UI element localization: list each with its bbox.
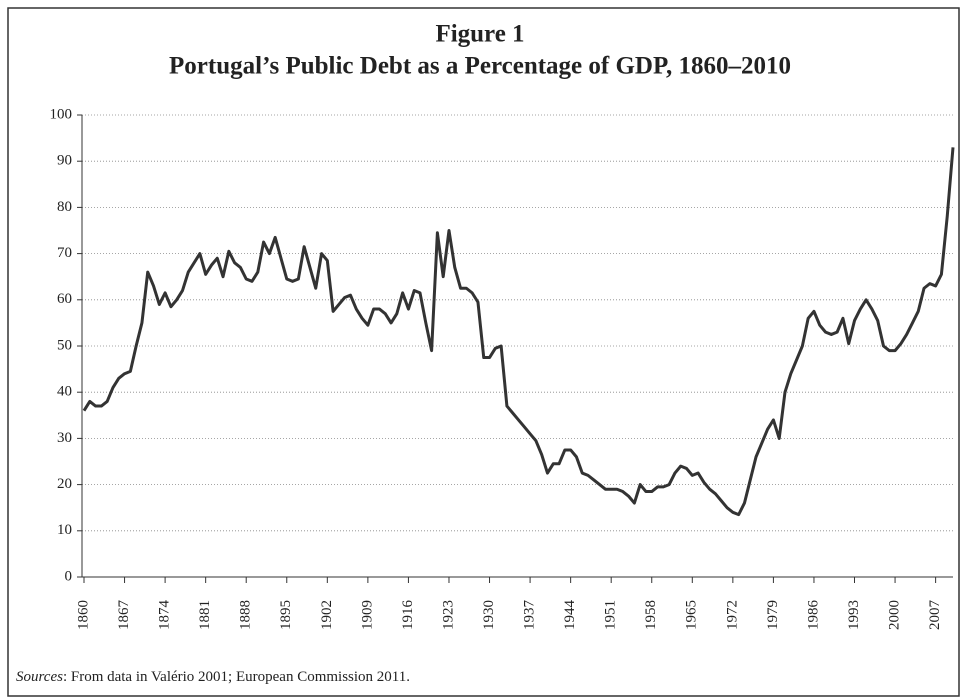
x-tick-label: 1881 — [197, 600, 213, 630]
x-tick-label: 1902 — [319, 600, 335, 630]
x-tick-label: 1895 — [278, 600, 294, 630]
y-tick-label: 20 — [57, 476, 72, 492]
x-tick-label: 1888 — [238, 600, 254, 630]
x-tick-label: 1951 — [603, 600, 619, 630]
x-tick-label: 1965 — [684, 600, 700, 630]
line-series — [82, 147, 955, 517]
x-tick-label: 1944 — [562, 600, 578, 631]
y-tick-label: 80 — [57, 199, 72, 215]
x-tick-label: 1986 — [805, 600, 821, 631]
x-tick-label: 1993 — [846, 600, 862, 630]
x-tick-label: 1874 — [157, 600, 173, 631]
chart-subtitle: Portugal’s Public Debt as a Percentage o… — [169, 53, 791, 80]
x-tick-label: 1860 — [75, 600, 91, 630]
y-tick-label: 30 — [57, 430, 72, 446]
frame — [7, 7, 960, 697]
x-tick-label: 1972 — [724, 600, 740, 630]
chart-title: Figure 1 — [435, 21, 524, 48]
y-tick-label: 40 — [57, 384, 72, 400]
x-tick-label: 2000 — [887, 600, 903, 630]
y-tick-label: 60 — [57, 291, 72, 307]
y-tick-label: 90 — [57, 153, 72, 169]
x-tick-label: 1867 — [116, 600, 132, 631]
x-tick-label: 1923 — [440, 600, 456, 630]
x-tick-label: 1909 — [359, 600, 375, 630]
source-label: Sources — [16, 669, 63, 685]
y-tick-label: 0 — [65, 568, 73, 584]
y-tick-label: 100 — [50, 106, 73, 122]
x-tick-label: 2007 — [927, 600, 943, 631]
x-tick-label: 1958 — [643, 600, 659, 630]
source-note: Sources: From data in Valério 2001; Euro… — [16, 669, 410, 685]
y-tick-label: 10 — [57, 522, 72, 538]
y-tick-label: 70 — [57, 245, 72, 261]
x-tick-label: 1930 — [481, 600, 497, 630]
source-text: : From data in Valério 2001; European Co… — [63, 669, 410, 685]
x-tick-label: 1937 — [522, 600, 538, 631]
x-tick-label: 1916 — [400, 600, 416, 631]
y-tick-label: 50 — [57, 337, 72, 353]
x-tick-label: 1979 — [765, 600, 781, 630]
